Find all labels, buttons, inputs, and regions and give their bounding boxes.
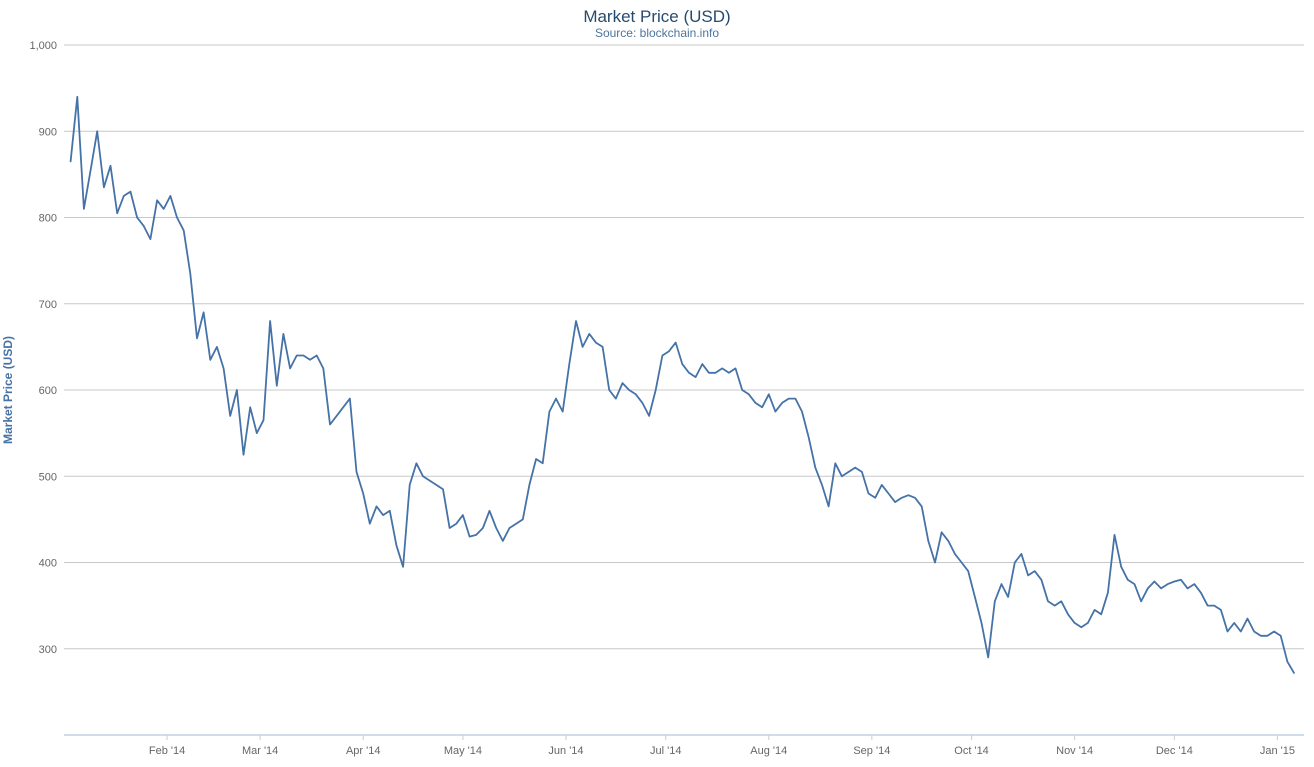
x-tick-label: May '14	[444, 745, 482, 757]
x-tick-label: Sep '14	[853, 745, 890, 757]
chart-subtitle: Source: blockchain.info	[594, 26, 720, 40]
x-tick-label: Oct '14	[954, 745, 989, 757]
y-tick-label: 1,000	[29, 40, 57, 52]
y-tick-label: 500	[39, 471, 57, 483]
chart-title: Market Price (USD)	[583, 7, 731, 26]
x-tick-label: Jun '14	[548, 745, 583, 757]
y-tick-label: 400	[39, 558, 57, 570]
y-tick-label: 300	[39, 644, 57, 656]
y-tick-label: 600	[39, 385, 57, 397]
x-tick-label: Aug '14	[750, 745, 787, 757]
x-tick-label: Nov '14	[1056, 745, 1093, 757]
x-tick-label: Dec '14	[1156, 745, 1193, 757]
x-tick-label: Jul '14	[650, 745, 681, 757]
y-tick-label: 900	[39, 126, 57, 138]
y-tick-label: 700	[39, 299, 57, 311]
price-line-series	[69, 95, 1295, 674]
y-tick-label: 800	[39, 213, 57, 225]
y-axis-title: Market Price (USD)	[1, 336, 15, 444]
x-tick-label: Feb '14	[149, 745, 185, 757]
x-tick-label: Jan '15	[1260, 745, 1295, 757]
x-tick-label: Mar '14	[242, 745, 278, 757]
x-tick-label: Apr '14	[346, 745, 381, 757]
